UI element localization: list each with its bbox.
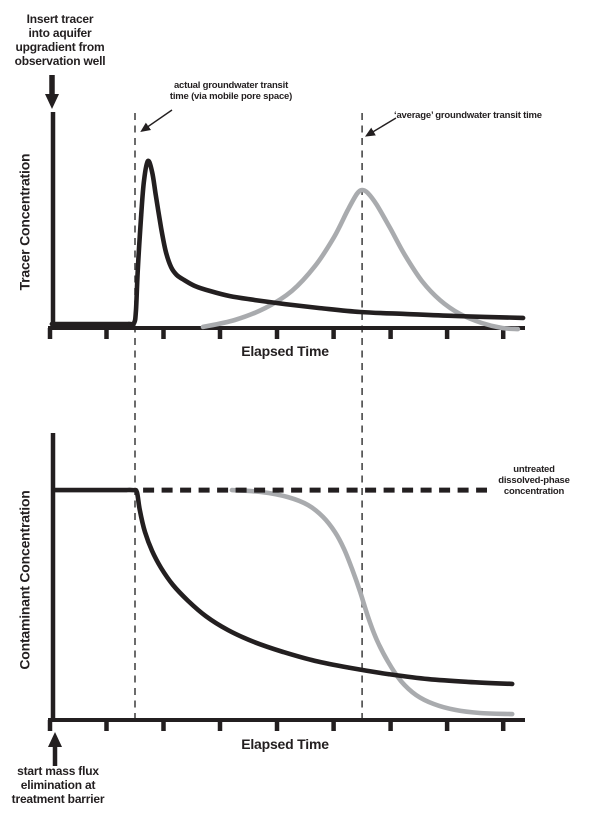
- note-start-elimination: start mass flux elimination at treatment…: [11, 764, 105, 807]
- actual-contaminant-response-curve: [52, 487, 515, 687]
- note-insert-tracer: Insert tracer into aquifer upgradient fr…: [14, 12, 106, 69]
- callout-arrow-average-transit: [364, 117, 397, 137]
- average-expectation-contaminant-curve: [229, 487, 515, 717]
- annotation-average-transit-time: ‘average’ groundwater transit time: [394, 110, 542, 121]
- xlabel-elapsed-time-top: Elapsed Time: [241, 343, 329, 359]
- xlabel-elapsed-time-bottom: Elapsed Time: [241, 736, 329, 752]
- ylabel-tracer-concentration: Tracer Concentration: [16, 153, 33, 291]
- average-transit-tracer-curve: [200, 187, 521, 332]
- mobile-pore-tracer-curve: [49, 158, 526, 327]
- label-untreated-concentration: untreated dissolved-phase concentration: [498, 464, 570, 498]
- annotation-actual-transit-time: actual groundwater transit time (via mob…: [169, 80, 293, 103]
- ylabel-contaminant-concentration: Contaminant Concentration: [16, 490, 33, 670]
- callout-arrow-actual-transit: [140, 109, 173, 132]
